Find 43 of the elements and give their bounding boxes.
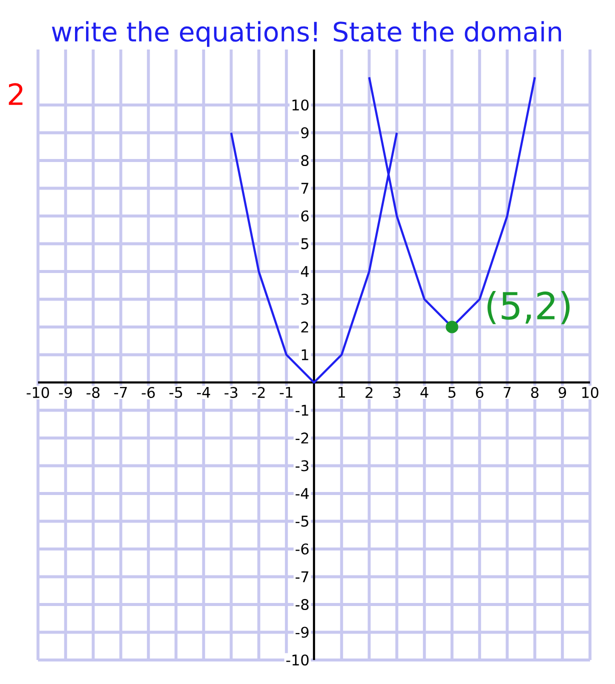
y-tick-label: 4 [300,266,309,277]
y-tick-label: 3 [301,294,308,305]
y-tick-label: -6 [296,543,309,555]
x-tick-label: 2 [366,386,372,398]
x-tick-label: 5 [448,386,456,398]
x-tick-label: -2 [252,386,265,398]
x-tick-label: 7 [504,386,511,398]
x-tick-label: -3 [224,386,238,398]
x-tick-label: 8 [531,386,538,398]
x-tick-label: -5 [169,386,182,398]
y-tick-label: -3 [296,460,308,472]
x-tick-label: -10 [26,386,49,398]
text: 2 [8,83,22,105]
x-tick-label: 9 [558,386,566,398]
x-tick-label: -9 [59,386,72,398]
y-tick-label: 8 [301,154,309,166]
y-tick-label: 9 [301,127,309,138]
chart-title: write the equations! State the domain [52,21,561,47]
y-tick-label: -5 [296,516,308,527]
x-tick-label: -6 [142,386,155,398]
y-tick-label: -2 [296,432,308,444]
annotation: (5,2) [488,290,570,324]
y-tick-label: 2 [301,322,308,332]
y-tick-label: -7 [296,571,308,582]
x-tick-label: -7 [114,386,127,398]
x-tick-label: -4 [197,386,210,398]
y-tick-label: 1 [302,349,308,360]
y-tick-label: -1 [296,404,308,416]
x-tick-label: -1 [280,386,292,398]
x-tick-label: 4 [420,386,428,398]
y-tick-label: 10 [292,99,309,111]
y-tick-label: 7 [301,182,308,194]
x-tick-label: 10 [582,386,598,398]
y-tick-label: -10 [286,654,309,666]
x-tick-label: -8 [86,386,100,398]
y-tick-label: -4 [296,488,309,499]
x-tick-label: 1 [338,386,345,398]
x-tick-label: 6 [476,386,484,398]
y-tick-label: -9 [296,626,309,638]
y-tick-label: 5 [301,238,308,250]
y-tick-label: 6 [301,210,309,222]
y-tick-label: -8 [296,598,309,610]
x-tick-label: 3 [393,386,400,398]
